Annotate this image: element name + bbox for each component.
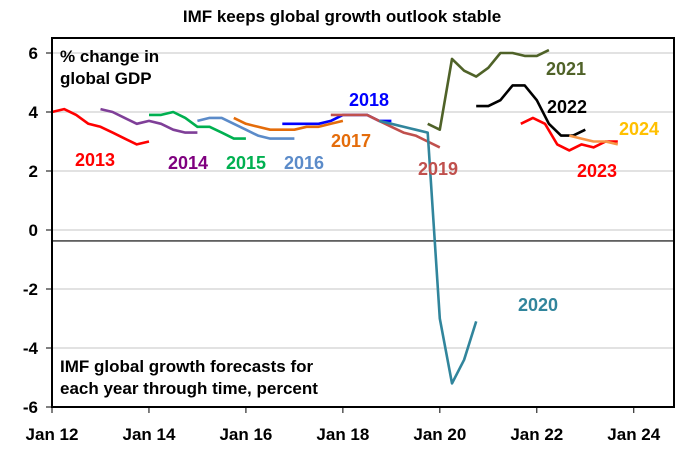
series-line-2023 — [520, 116, 618, 152]
x-tick-label: Jan 14 — [122, 425, 175, 444]
series-label-2024: 2024 — [619, 119, 659, 139]
x-tick-label: Jan 22 — [510, 425, 563, 444]
series-label-2018: 2018 — [349, 90, 389, 110]
series-line-2019 — [330, 113, 441, 149]
series-label-2019: 2019 — [418, 159, 458, 179]
series-labels: 2013 2014 2015 2016 2017 2018 2019 2020 2021 2022… — [75, 59, 659, 315]
x-tick-label: Jan 24 — [607, 425, 660, 444]
series-label-2017: 2017 — [331, 131, 371, 151]
y-tick-label: -2 — [23, 280, 38, 299]
series-line-2016 — [197, 116, 295, 140]
x-tick-label: Jan 18 — [316, 425, 369, 444]
series-line-2021 — [427, 48, 550, 131]
series-line-2017 — [233, 116, 344, 131]
y-tick-label: 6 — [29, 44, 38, 63]
x-tick-label: Jan 16 — [219, 425, 272, 444]
plot-border — [51, 37, 675, 408]
series-label-2023: 2023 — [577, 161, 617, 181]
x-tick-label: Jan 20 — [413, 425, 466, 444]
y-tick-label: 0 — [29, 221, 38, 240]
y-axis-title-line-1: % change in — [60, 47, 159, 66]
series-label-2016: 2016 — [284, 153, 324, 173]
series-line-2015 — [149, 110, 246, 140]
gridlines — [52, 52, 674, 349]
x-tick-label: Jan 12 — [26, 425, 79, 444]
note-line-1: IMF global growth forecasts for — [60, 357, 314, 376]
series-label-2021: 2021 — [546, 59, 586, 79]
y-axis-title-line-2: global GDP — [60, 69, 152, 88]
y-tick-label: -6 — [23, 398, 38, 417]
series-line-2020 — [378, 119, 478, 385]
series-label-2013: 2013 — [75, 150, 115, 170]
series-line-2013 — [51, 107, 150, 146]
series-label-2020: 2020 — [518, 295, 558, 315]
series-line-2014 — [100, 107, 198, 134]
series-label-2015: 2015 — [226, 153, 266, 173]
series-line-2022 — [476, 84, 586, 137]
note-line-2: each year through time, percent — [60, 379, 318, 398]
series-line-2024 — [568, 134, 619, 146]
chart-title: IMF keeps global growth outlook stable — [183, 7, 501, 26]
series-label-2022: 2022 — [547, 97, 587, 117]
y-tick-label: 4 — [29, 103, 39, 122]
y-tick-label: 2 — [29, 162, 38, 181]
series-lines — [51, 48, 619, 385]
axes: 6 4 2 0 -2 -4 -6 Jan 12 Jan 14 Jan 16 Jan 18 Jan 20… — [23, 37, 675, 444]
y-tick-label: -4 — [23, 339, 39, 358]
series-label-2014: 2014 — [168, 153, 208, 173]
